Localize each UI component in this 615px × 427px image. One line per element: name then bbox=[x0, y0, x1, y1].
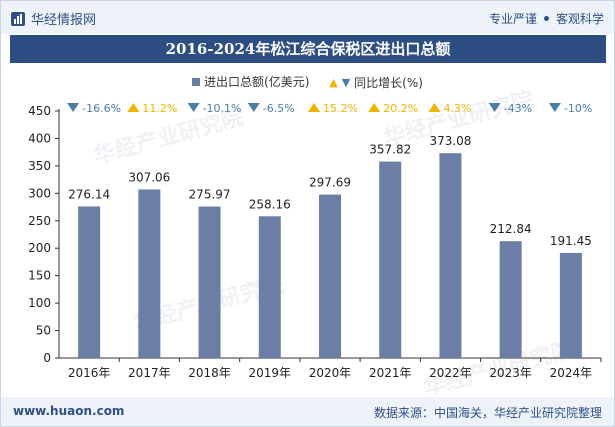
x-tick-label: 2023年 bbox=[489, 366, 532, 380]
y-tick-label: 400 bbox=[28, 131, 51, 145]
growth-label: -6.5% bbox=[263, 102, 295, 115]
growth-label: 20.2% bbox=[383, 102, 418, 115]
footer-url: www.huaon.com bbox=[13, 404, 125, 418]
bar bbox=[138, 189, 161, 358]
x-tick-label: 2018年 bbox=[188, 366, 231, 380]
bar bbox=[258, 216, 281, 358]
bar-value-label: 275.97 bbox=[189, 188, 231, 202]
y-tick-label: 100 bbox=[28, 296, 51, 310]
growth-label: 4.3% bbox=[443, 102, 471, 115]
legend-swatch-bar bbox=[192, 77, 201, 86]
top-bar: 华经情报网 专业严谨 客观科学 bbox=[1, 1, 614, 34]
growth-label: 15.2% bbox=[323, 102, 358, 115]
growth-down-triangle-icon bbox=[548, 103, 561, 112]
bar bbox=[319, 194, 341, 358]
y-tick-label: 450 bbox=[28, 104, 51, 118]
legend-label-total: 进出口总额(亿美元) bbox=[204, 75, 310, 89]
growth-down-triangle-icon bbox=[67, 103, 80, 112]
growth-down-triangle-icon bbox=[488, 103, 501, 112]
bar bbox=[379, 161, 402, 358]
growth-down-triangle-icon bbox=[187, 103, 200, 112]
y-tick-label: 150 bbox=[28, 269, 51, 283]
bar-value-label: 258.16 bbox=[249, 197, 291, 211]
y-tick-label: 200 bbox=[28, 241, 51, 255]
growth-label: -43% bbox=[504, 102, 532, 115]
legend: 进出口总额(亿美元) ▲ ▼ 同比增长(%) bbox=[1, 73, 614, 91]
bar-value-label: 276.14 bbox=[68, 187, 110, 201]
x-tick-label: 2016年 bbox=[68, 366, 111, 380]
x-tick-label: 2019年 bbox=[249, 366, 292, 380]
bar-value-label: 212.84 bbox=[490, 222, 532, 236]
y-tick-label: 50 bbox=[36, 324, 51, 338]
tagline: 专业严谨 客观科学 bbox=[489, 10, 604, 27]
brand-logo-icon bbox=[11, 11, 25, 26]
bar-value-label: 357.82 bbox=[369, 143, 411, 157]
separator-dot-icon bbox=[543, 16, 549, 21]
y-tick-label: 0 bbox=[43, 351, 51, 365]
bar-chart: 0 50 100 150 200 250 300 350 400 450 276.14 2016年 -1… bbox=[28, 102, 602, 380]
bar-value-label: 297.69 bbox=[309, 176, 351, 190]
legend-item-total: 进出口总额(亿美元) bbox=[192, 73, 309, 90]
y-tick-label: 350 bbox=[28, 159, 51, 173]
bar-value-label: 191.45 bbox=[550, 234, 592, 248]
growth-up-triangle-icon bbox=[368, 103, 381, 112]
x-tick-label: 2021年 bbox=[369, 366, 412, 380]
x-tick-label: 2024年 bbox=[550, 366, 593, 380]
bar bbox=[78, 206, 101, 358]
brand-name: 华经情报网 bbox=[31, 13, 97, 28]
y-tick-label: 300 bbox=[28, 186, 51, 200]
x-tick-label: 2022年 bbox=[429, 366, 472, 380]
growth-label: 11.2% bbox=[142, 102, 177, 115]
legend-down-triangle-icon: ▼ bbox=[341, 75, 351, 89]
bar-value-label: 307.06 bbox=[128, 170, 170, 184]
growth-label: -10.1% bbox=[203, 102, 242, 115]
brand: 华经情报网 bbox=[10, 9, 96, 28]
chart-title: 2016-2024年松江综合保税区进出口总额 bbox=[10, 35, 606, 63]
growth-up-triangle-icon bbox=[308, 103, 320, 112]
growth-up-triangle-icon bbox=[127, 103, 140, 112]
growth-down-triangle-icon bbox=[247, 103, 260, 112]
footer-source: 数据来源：中国海关，华经产业研究院整理 bbox=[373, 406, 602, 420]
x-tick-label: 2020年 bbox=[309, 366, 352, 380]
legend-item-growth: ▲ ▼ 同比增长(%) bbox=[329, 74, 423, 91]
bar-value-label: 373.08 bbox=[429, 134, 471, 148]
growth-label: -10% bbox=[564, 102, 592, 115]
legend-label-growth: 同比增长(%) bbox=[354, 75, 423, 90]
bar bbox=[198, 206, 221, 358]
tagline-left: 专业严谨 bbox=[488, 12, 537, 26]
bar bbox=[499, 241, 522, 358]
growth-up-triangle-icon bbox=[428, 103, 441, 112]
y-tick-label: 250 bbox=[28, 214, 51, 228]
bar bbox=[439, 153, 462, 358]
growth-label: -16.6% bbox=[82, 102, 121, 115]
legend-up-triangle-icon: ▲ bbox=[329, 75, 338, 89]
x-tick-label: 2017年 bbox=[128, 366, 171, 380]
footer: www.huaon.com 数据来源：中国海关，华经产业研究院整理 bbox=[1, 397, 614, 426]
bar bbox=[559, 252, 582, 358]
tagline-right: 客观科学 bbox=[555, 12, 604, 26]
